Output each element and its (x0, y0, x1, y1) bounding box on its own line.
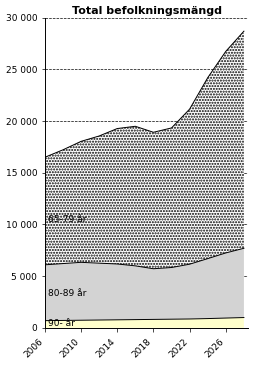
Text: 80-89 år: 80-89 år (47, 289, 86, 298)
Title: Total befolkningsmängd: Total befolkningsmängd (72, 5, 222, 16)
Text: 90- år: 90- år (47, 319, 74, 328)
Text: 65-79 år: 65-79 år (47, 215, 86, 224)
